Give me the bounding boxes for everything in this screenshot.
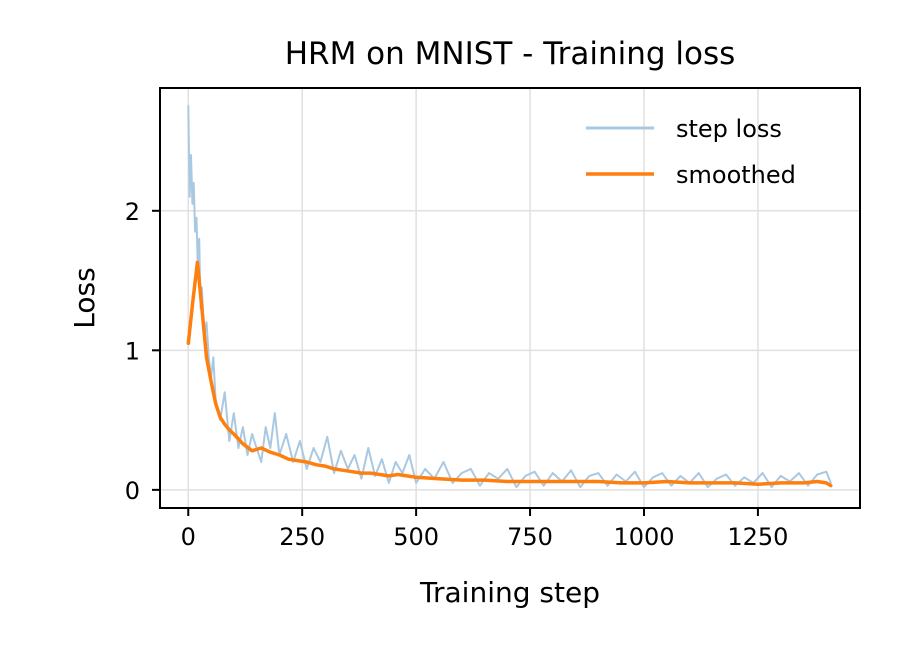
- series-line-smoothed: [186, 260, 833, 488]
- legend-label-smoothed: smoothed: [676, 161, 796, 189]
- x-tick-label: 500: [393, 523, 439, 551]
- x-tick-label: 1250: [727, 523, 788, 551]
- y-tick-label: 1: [125, 337, 140, 365]
- x-tick-label: 250: [279, 523, 325, 551]
- plot-frame: [159, 87, 861, 509]
- grid-lines: [160, 88, 860, 508]
- x-axis-ticks: 0 250 500 750 1000 1250: [181, 508, 788, 551]
- y-axis-ticks: 0 1 2: [125, 198, 160, 505]
- x-tick-label: 750: [507, 523, 553, 551]
- y-axis-label: Loss: [68, 267, 101, 328]
- legend-label-step-loss: step loss: [676, 115, 782, 143]
- x-tick-label: 0: [181, 523, 196, 551]
- y-tick-label: 0: [125, 477, 140, 505]
- x-axis-label: Training step: [419, 576, 600, 609]
- x-tick-label: 1000: [613, 523, 674, 551]
- series-layer: [186, 105, 833, 489]
- y-tick-label: 2: [125, 198, 140, 226]
- legend: step loss smoothed: [586, 115, 796, 189]
- chart-title: HRM on MNIST - Training loss: [285, 36, 736, 72]
